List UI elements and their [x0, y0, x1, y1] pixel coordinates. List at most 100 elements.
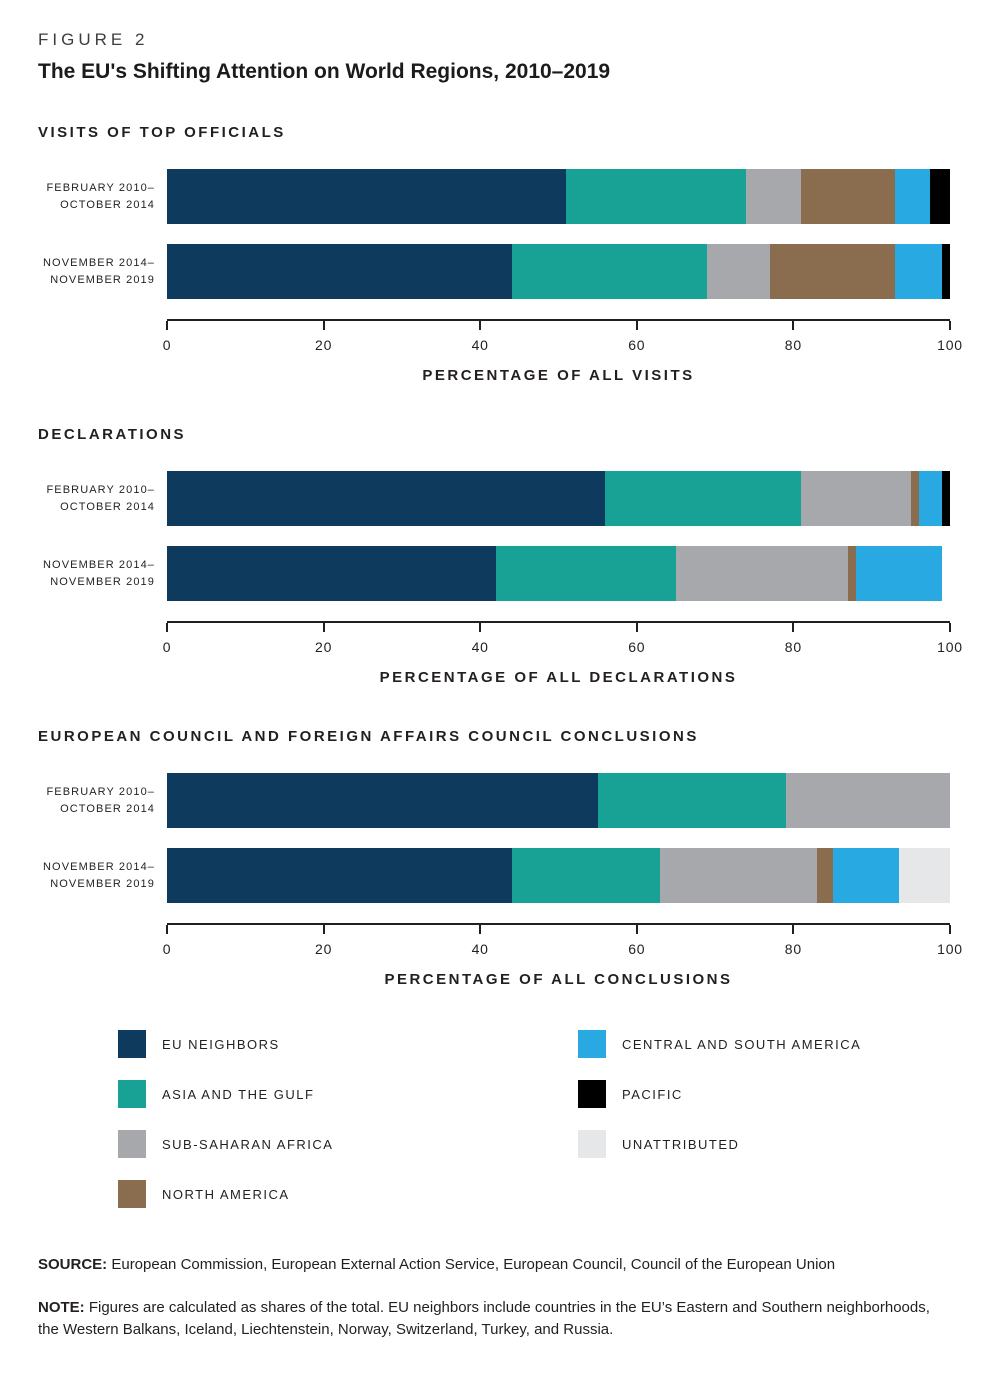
axis-tick-label: 100 — [937, 337, 963, 353]
bar-rows: FEBRUARY 2010– OCTOBER 2014 NOVEMBER 2014–… — [38, 169, 950, 299]
bar-segment-central_south_america — [895, 169, 931, 224]
axis-tick-label: 80 — [784, 337, 802, 353]
row-label: FEBRUARY 2010– OCTOBER 2014 — [46, 484, 155, 513]
axis-tick-labels: 0 20 40 60 80 100 — [163, 337, 962, 361]
axis-line — [166, 621, 951, 632]
axis-tick-label: 20 — [315, 941, 333, 957]
bar-segment-eu_neighbors — [167, 169, 567, 224]
axis-tick-label: 100 — [937, 941, 963, 957]
bar-segment-asia_gulf — [597, 773, 786, 828]
axis-tick-labels: 0 20 40 60 80 100 — [163, 941, 962, 965]
bar-segment-asia_gulf — [511, 848, 661, 903]
axis-tick-mark — [479, 321, 482, 330]
bar-segment-sub_saharan_africa — [785, 773, 950, 828]
axis-tick-mark — [322, 925, 325, 934]
bar-segment-eu_neighbors — [167, 244, 512, 299]
bar-segment-eu_neighbors — [167, 471, 606, 526]
axis-tick-mark — [166, 925, 168, 934]
legend: EU NEIGHBORS ASIA AND THE GULF SUB-SAHARAN… — [38, 1030, 950, 1230]
chart-visits-of-top-officials: VISITS OF TOP OFFICIALS FEBRUARY 2010– OC… — [38, 124, 962, 384]
stacked-bar — [167, 546, 950, 601]
x-axis: 0 20 40 60 80 100 — [163, 923, 962, 965]
axis-tick-label: 20 — [315, 337, 333, 353]
figure-kicker: FIGURE 2 — [38, 30, 149, 49]
chart-section-title: DECLARATIONS — [38, 426, 187, 443]
axis-tick-label: 60 — [628, 337, 646, 353]
axis-tick-mark — [949, 925, 951, 934]
bar-row: NOVEMBER 2014– NOVEMBER 2019 — [38, 848, 950, 903]
axis-tick-mark — [792, 925, 795, 934]
axis-tick-label: 20 — [315, 639, 333, 655]
legend-swatch-pacific — [578, 1080, 606, 1108]
bar-segment-sub_saharan_africa — [746, 169, 802, 224]
axis-tick-label: 80 — [784, 639, 802, 655]
axis-tick-mark — [322, 623, 325, 632]
axis-tick-label: 0 — [162, 337, 172, 353]
axis-tick-mark — [949, 321, 951, 330]
legend-swatch-sub_saharan_africa — [118, 1130, 146, 1158]
legend-item: PACIFIC — [578, 1080, 861, 1108]
legend-item: UNATTRIBUTED — [578, 1130, 861, 1158]
legend-swatch-unattributed — [578, 1130, 606, 1158]
axis-line — [166, 923, 951, 934]
axis-tick-label: 40 — [471, 639, 489, 655]
bar-segment-eu_neighbors — [167, 848, 512, 903]
legend-label: CENTRAL AND SOUTH AMERICA — [622, 1036, 862, 1052]
x-axis: 0 20 40 60 80 100 — [163, 621, 962, 661]
bar-segment-north_america — [910, 471, 919, 526]
legend-label: PACIFIC — [622, 1086, 683, 1102]
legend-item: ASIA AND THE GULF — [118, 1080, 578, 1108]
note-text: Figures are calculated as shares of the … — [38, 1298, 930, 1339]
row-label: FEBRUARY 2010– OCTOBER 2014 — [46, 786, 155, 815]
stacked-bar — [167, 244, 950, 299]
axis-tick-mark — [949, 623, 951, 632]
legend-label: UNATTRIBUTED — [622, 1136, 740, 1152]
source-text: European Commission, European External A… — [111, 1256, 836, 1273]
legend-item: EU NEIGHBORS — [118, 1030, 578, 1058]
x-axis-label: PERCENTAGE OF ALL VISITS — [422, 367, 695, 384]
legend-column-right: CENTRAL AND SOUTH AMERICA PACIFIC UNATTRIB… — [578, 1030, 861, 1230]
legend-column-left: EU NEIGHBORS ASIA AND THE GULF SUB-SAHARAN… — [118, 1030, 578, 1230]
bar-rows: FEBRUARY 2010– OCTOBER 2014 NOVEMBER 2014–… — [38, 471, 950, 601]
bar-segment-north_america — [801, 169, 896, 224]
bar-segment-asia_gulf — [566, 169, 747, 224]
bar-segment-sub_saharan_africa — [801, 471, 911, 526]
bar-segment-asia_gulf — [511, 244, 708, 299]
bar-segment-central_south_america — [918, 471, 943, 526]
stacked-bar — [167, 471, 950, 526]
chart-declarations: DECLARATIONS FEBRUARY 2010– OCTOBER 2014 N… — [38, 426, 962, 686]
bar-segment-central_south_america — [856, 546, 943, 601]
bar-segment-pacific — [942, 244, 950, 299]
source-label: SOURCE: — [38, 1256, 108, 1273]
chart-section-title: VISITS OF TOP OFFICIALS — [38, 124, 286, 141]
bar-segment-pacific — [942, 471, 950, 526]
bar-segment-north_america — [769, 244, 896, 299]
legend-swatch-eu_neighbors — [118, 1030, 146, 1058]
bar-segment-sub_saharan_africa — [660, 848, 817, 903]
bar-segment-north_america — [816, 848, 833, 903]
axis-tick-mark — [479, 925, 482, 934]
chart-council-conclusions: EUROPEAN COUNCIL AND FOREIGN AFFAIRS COU… — [38, 728, 962, 988]
axis-tick-mark — [635, 321, 638, 330]
bar-segment-sub_saharan_africa — [707, 244, 770, 299]
axis-tick-mark — [166, 321, 168, 330]
axis-tick-label: 0 — [162, 941, 172, 957]
legend-item: SUB-SAHARAN AFRICA — [118, 1130, 578, 1158]
legend-label: SUB-SAHARAN AFRICA — [162, 1136, 334, 1152]
bar-row: FEBRUARY 2010– OCTOBER 2014 — [38, 471, 950, 526]
bar-segment-north_america — [848, 546, 857, 601]
bar-rows: FEBRUARY 2010– OCTOBER 2014 NOVEMBER 2014–… — [38, 773, 950, 903]
bar-segment-asia_gulf — [495, 546, 676, 601]
legend-label: EU NEIGHBORS — [162, 1036, 280, 1052]
bar-row: NOVEMBER 2014– NOVEMBER 2019 — [38, 244, 950, 299]
axis-tick-mark — [792, 623, 795, 632]
stacked-bar — [167, 773, 950, 828]
stacked-bar — [167, 848, 950, 903]
legend-item: NORTH AMERICA — [118, 1180, 578, 1208]
bar-row: NOVEMBER 2014– NOVEMBER 2019 — [38, 546, 950, 601]
axis-tick-label: 80 — [784, 941, 802, 957]
x-axis-label: PERCENTAGE OF ALL DECLARATIONS — [379, 669, 738, 686]
bar-segment-eu_neighbors — [167, 546, 496, 601]
x-axis-label: PERCENTAGE OF ALL CONCLUSIONS — [384, 971, 733, 988]
